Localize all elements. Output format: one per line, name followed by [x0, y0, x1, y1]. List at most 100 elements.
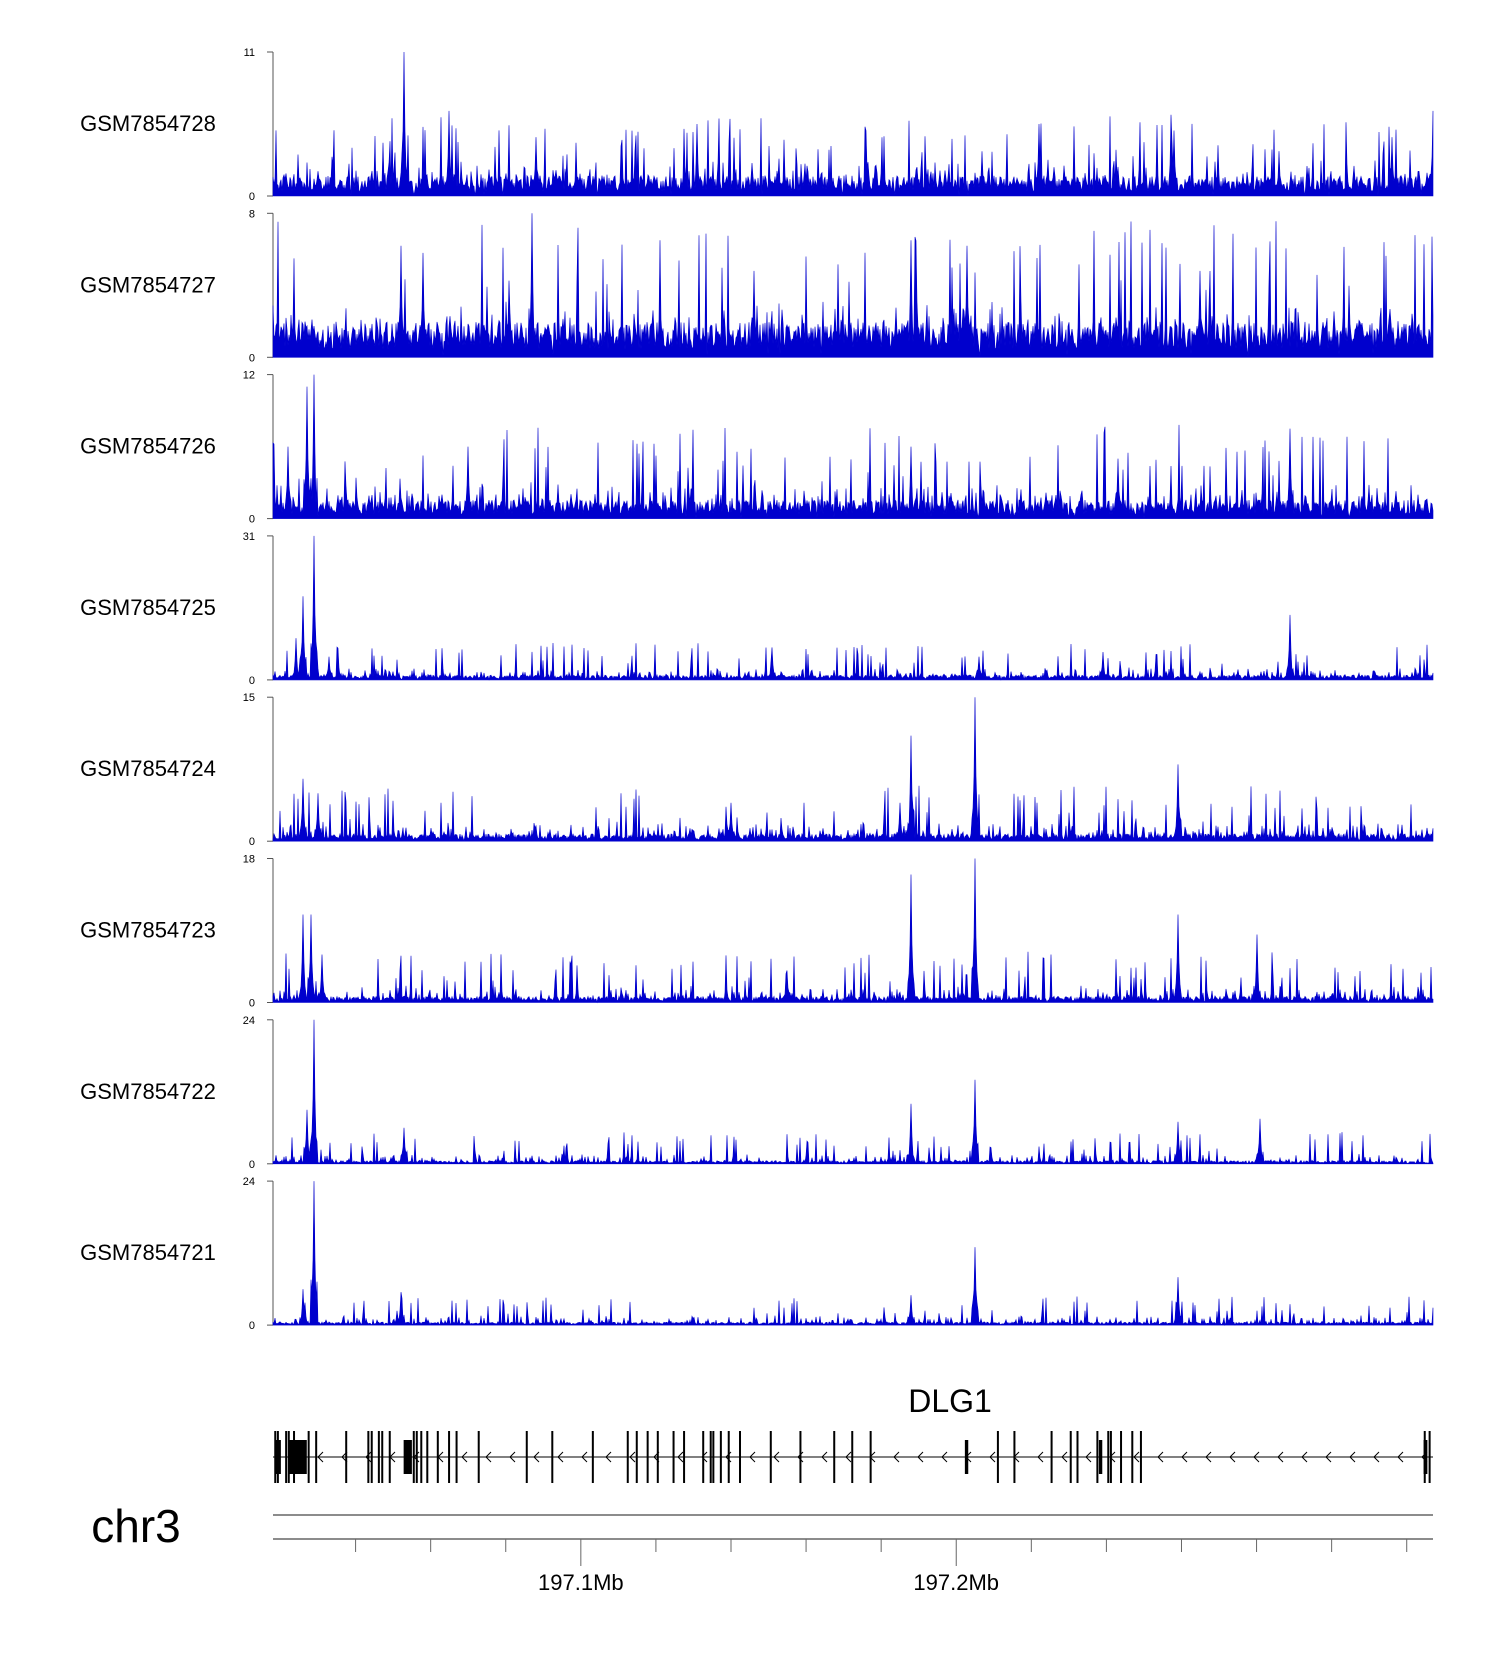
exon [415, 1431, 418, 1483]
exon [551, 1431, 554, 1483]
y-axis-max-label: 11 [244, 47, 255, 59]
track-GSM7854723: GSM7854723 18 0 [80, 854, 1434, 1010]
strand-arrow [581, 1451, 588, 1463]
y-axis-min-label: 0 [249, 1320, 255, 1332]
exon [1013, 1431, 1016, 1483]
exon [996, 1431, 999, 1483]
strand-arrow [845, 1451, 852, 1463]
genome-axis-tick-label: 197.1Mb [538, 1570, 624, 1595]
strand-arrow [1133, 1451, 1140, 1463]
exon [274, 1431, 277, 1483]
strand-arrow [821, 1451, 828, 1463]
strand-arrow [629, 1451, 636, 1463]
y-axis-max-label: 24 [243, 1176, 255, 1188]
exon [525, 1431, 528, 1483]
exon [381, 1431, 384, 1483]
y-axis-min-label: 0 [249, 1159, 255, 1171]
exon [307, 1431, 310, 1483]
strand-arrow [917, 1451, 924, 1463]
signal-area [272, 51, 1434, 197]
y-axis-max-label: 24 [243, 1015, 255, 1027]
exon-block [964, 1440, 969, 1474]
track-GSM7854725: GSM7854725 31 0 [80, 531, 1434, 687]
exon [1109, 1431, 1112, 1483]
exon [833, 1431, 836, 1483]
exon [1069, 1431, 1072, 1483]
gene-annotation-track: DLG1 [273, 1383, 1433, 1483]
track-label: GSM7854726 [80, 434, 216, 459]
exon [1076, 1431, 1079, 1483]
signal-area [272, 374, 1434, 519]
track-label: GSM7854728 [80, 111, 216, 136]
strand-arrow [1037, 1451, 1044, 1463]
signal-area [272, 1181, 1434, 1326]
y-axis-min-label: 0 [249, 352, 255, 364]
exon [626, 1431, 629, 1483]
y-axis-min-label: 0 [249, 836, 255, 848]
y-axis-max-label: 18 [243, 854, 255, 866]
strand-arrow [677, 1451, 684, 1463]
signal-tracks: GSM7854728110GSM785472780GSM7854726120GS… [80, 47, 1434, 1332]
strand-arrow [1373, 1451, 1380, 1463]
track-label: GSM7854725 [80, 595, 216, 620]
strand-arrow [989, 1451, 996, 1463]
signal-area [272, 1019, 1434, 1165]
signal-area [272, 213, 1434, 358]
exon [719, 1431, 722, 1483]
track-GSM7854722: GSM7854722 24 0 [80, 1015, 1434, 1171]
signal-area [272, 858, 1434, 1004]
y-axis-min-label: 0 [249, 675, 255, 687]
strand-arrow [749, 1451, 756, 1463]
strand-arrow [1253, 1451, 1260, 1463]
track-GSM7854727: GSM7854727 8 0 [80, 208, 1434, 364]
gene-name-label: DLG1 [908, 1383, 992, 1419]
strand-arrow [1229, 1451, 1236, 1463]
strand-arrow [941, 1451, 948, 1463]
exon [1131, 1431, 1134, 1483]
strand-arrow [557, 1451, 564, 1463]
exon [315, 1431, 318, 1483]
exon-block [1098, 1440, 1103, 1474]
track-GSM7854721: GSM7854721 24 0 [80, 1176, 1434, 1332]
track-GSM7854728: GSM7854728 11 0 [80, 47, 1434, 203]
strand-arrow [317, 1451, 324, 1463]
exon [727, 1431, 730, 1483]
chromosome-label: chr3 [91, 1500, 180, 1552]
exon [1428, 1431, 1431, 1483]
strand-arrow [509, 1451, 516, 1463]
exon [477, 1431, 480, 1483]
strand-arrow [461, 1451, 468, 1463]
exon [683, 1431, 686, 1483]
exon [345, 1431, 348, 1483]
track-GSM7854726: GSM7854726 12 0 [80, 370, 1434, 526]
strand-arrow [1205, 1451, 1212, 1463]
exon [1050, 1431, 1053, 1483]
exon [285, 1431, 288, 1483]
y-axis-max-label: 31 [243, 531, 255, 543]
strand-arrow [605, 1451, 612, 1463]
y-axis-max-label: 15 [243, 692, 255, 704]
signal-area [272, 697, 1434, 842]
strand-arrow [701, 1451, 708, 1463]
y-axis-min-label: 0 [249, 191, 255, 203]
exon [436, 1431, 439, 1483]
exon [702, 1431, 705, 1483]
exon [1120, 1431, 1123, 1483]
strand-arrow [533, 1451, 540, 1463]
exon [799, 1431, 802, 1483]
track-label: GSM7854723 [80, 918, 216, 943]
strand-arrow [1085, 1451, 1092, 1463]
track-label: GSM7854722 [80, 1079, 216, 1104]
exon [1107, 1431, 1110, 1483]
track-label: GSM7854727 [80, 272, 216, 297]
y-axis-max-label: 8 [249, 208, 255, 220]
exon-block [1423, 1440, 1428, 1474]
exon [1139, 1431, 1142, 1483]
strand-arrow [1325, 1451, 1332, 1463]
y-axis-max-label: 12 [243, 370, 255, 382]
exon [455, 1431, 458, 1483]
genome-axis: chr3 197.1Mb 197.2Mb [91, 1500, 1433, 1595]
strand-arrow [1277, 1451, 1284, 1463]
y-axis-min-label: 0 [249, 998, 255, 1010]
